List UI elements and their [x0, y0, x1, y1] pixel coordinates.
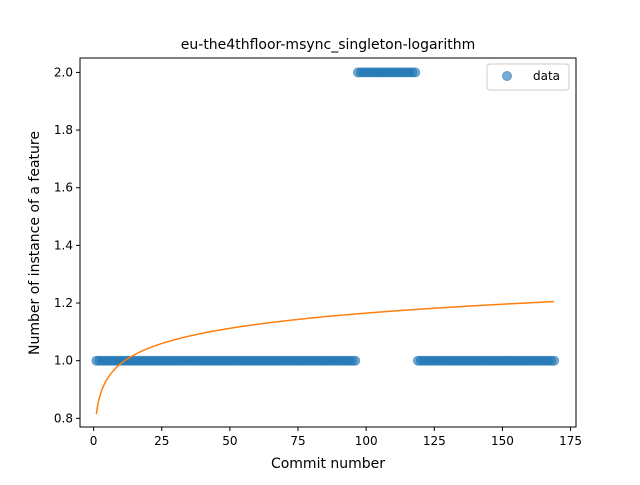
- x-tick-label: 100: [355, 434, 378, 448]
- y-tick-label: 1.6: [54, 181, 73, 195]
- y-tick-label: 0.8: [54, 411, 73, 425]
- x-axis-label: Commit number: [271, 456, 385, 472]
- y-tick-label: 1.2: [54, 296, 73, 310]
- scatter-point: [549, 355, 560, 366]
- x-tick-label: 125: [423, 434, 446, 448]
- y-axis: 0.8 1.0 1.2 1.4 1.6 1.8 2.0: [54, 65, 80, 425]
- scatter-point: [410, 67, 421, 78]
- legend-marker-data: [502, 71, 512, 81]
- x-tick-label: 150: [491, 434, 514, 448]
- scatter-point: [350, 355, 361, 366]
- x-tick-label: 50: [222, 434, 237, 448]
- x-tick-label: 0: [90, 434, 98, 448]
- y-tick-label: 1.0: [54, 354, 73, 368]
- fit-line: [95, 300, 555, 415]
- plot-data-layer: [91, 67, 560, 415]
- chart-title: eu-the4thfloor-msync_singleton-logarithm: [181, 37, 475, 53]
- x-tick-label: 75: [290, 434, 305, 448]
- x-tick-label: 25: [154, 434, 169, 448]
- legend: data: [486, 63, 570, 91]
- legend-box: [486, 63, 570, 91]
- y-tick-label: 1.8: [54, 123, 73, 137]
- y-axis-label: Number of instance of a feature: [27, 131, 43, 355]
- y-tick-label: 1.4: [54, 238, 73, 252]
- plot-frame: [79, 57, 577, 428]
- x-axis: 0 25 50 75 100 125 150 175: [90, 427, 582, 448]
- x-tick-label: 175: [559, 434, 582, 448]
- y-tick-label: 2.0: [54, 65, 73, 79]
- legend-label-data: data: [533, 69, 560, 83]
